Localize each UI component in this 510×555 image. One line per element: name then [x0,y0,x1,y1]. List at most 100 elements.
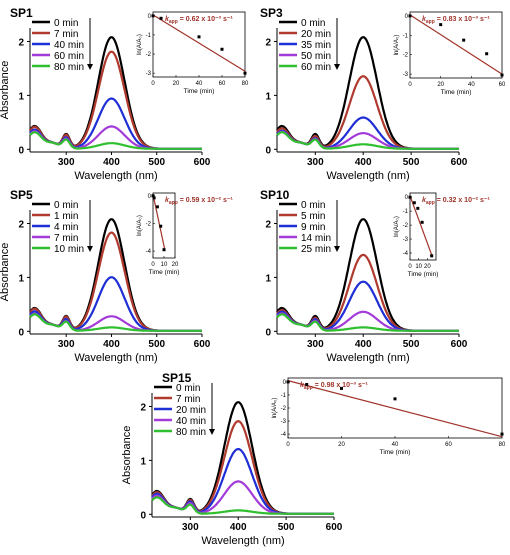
inset-data-point [151,14,155,18]
inset-data-point [408,195,412,199]
inset-x-tick-label: 40 [392,442,399,448]
legend-label: 40 min [54,40,84,51]
chart-panel-sp10: 300 400 500 600 0 1 2 Wavelength (nm) SP10 0 min5… [260,188,491,364]
inset-data-point [305,383,309,387]
inset-y-tick-label: 0 [405,195,409,201]
inset-data-point [500,432,504,436]
inset-y-tick-label: -1 [403,209,409,215]
inset-plot: 0 20 40 60 0 -1 -2 -3 Time (min) ln(A/A₀) kapp = 0… [394,11,506,96]
x-tick-label: 500 [148,339,165,350]
inset-plot: 0 20 40 60 80 0 -1 -2 -3 -4 Time (min) ln(A/A₀) kapp… [272,377,506,456]
x-tick-label: 500 [403,157,420,168]
inset-fit-line [152,14,246,72]
inset-y-axis-label: ln(A/A₀) [137,215,143,236]
x-axis-label: Wavelength (nm) [326,352,409,364]
kapp-symbol: k [422,16,427,23]
inset-x-tick-label: 60 [445,442,452,448]
inset-y-tick-label: -2 [403,223,409,229]
kapp-subscript: app [304,385,313,391]
spectrum-line-4 [276,313,459,332]
inset-x-tick-label: 20 [173,81,180,87]
inset-data-point [408,14,412,18]
inset-fit-line [287,380,503,438]
inset-y-tick-label: -2 [146,52,152,58]
inset-y-tick-label: 0 [405,14,409,20]
inset-data-point [155,205,159,209]
inset-x-tick-label: 0 [151,81,155,87]
spectrum-line-4 [29,131,202,150]
inset-data-point [340,386,343,390]
x-tick-label: 600 [451,157,468,168]
inset-data-point [162,248,166,252]
inset-y-tick-label: -1 [146,33,152,39]
panel-title: SP1 [10,6,33,20]
inset-x-tick-label: 0 [408,264,412,270]
inset-data-point [197,35,201,39]
inset-frame [152,11,246,78]
legend-label: 0 min [54,18,78,29]
inset-y-tick-label: -3 [281,419,287,425]
y-axis-label: Absorbance [0,243,11,302]
inset-x-tick-label: 10 [415,264,422,270]
x-tick-label: 600 [451,339,468,350]
y-tick-label: 0 [140,510,146,521]
y-tick-label: 2 [140,402,146,413]
kapp-label: kapp = 0.32 x 10⁻² s⁻¹ [422,197,491,206]
spectrum-line-3 [29,125,202,150]
legend-label: 1 min [54,211,78,222]
inset-y-tick-label: 0 [283,380,287,386]
inset-data-point [462,38,466,42]
y-tick-label: 0 [265,145,271,156]
legend-label: 40 min [176,416,206,427]
legend-label: 14 min [301,233,331,244]
x-tick-label: 400 [230,522,247,533]
inset-y-axis-label: ln(A/A₀) [137,34,143,55]
kapp-value: = 0.32 x 10⁻² s⁻¹ [435,197,491,204]
inset-x-tick-label: 60 [219,81,226,87]
legend-label: 7 min [176,394,200,405]
panel-title: SP3 [260,6,283,20]
inset-y-axis-label: ln(A/A₀) [394,216,400,237]
inset-y-tick-label: -1 [281,393,287,399]
x-tick-label: 300 [307,157,324,168]
y-tick-label: 2 [265,37,271,48]
x-tick-label: 300 [58,157,75,168]
kapp-label: kapp = 0.62 x 10⁻³ s⁻¹ [165,16,234,25]
legend-label: 80 min [54,62,84,73]
inset-y-tick-label: -3 [146,71,152,77]
inset-fit-line [152,194,166,252]
spectrum-line-2 [151,447,334,515]
spectrum-line-4 [29,313,202,332]
inset-x-tick-label: 0 [408,82,412,88]
kapp-label: kapp = 0.59 x 10⁻² s⁻¹ [165,197,234,206]
y-axis-label: Absorbance [0,61,11,120]
inset-data-point [151,194,155,198]
inset-y-tick-label: -3 [403,72,409,78]
legend-label: 35 min [301,40,331,51]
inset-data-point [220,47,224,51]
inset-plot: 0 20 40 60 80 0 -1 -2 -3 Time (min) ln(A/A₀) kapp =… [137,11,249,95]
inset-y-tick-label: 0 [148,194,152,200]
x-axis-label: Wavelength (nm) [201,535,284,547]
y-tick-label: 0 [18,145,24,156]
x-tick-label: 600 [326,522,343,533]
inset-data-point [393,397,397,401]
legend-label: 0 min [176,383,200,394]
spectrum-line-1 [276,75,459,150]
kapp-label: kapp = 0.98 x 10⁻³ s⁻¹ [300,382,369,391]
inset-data-point [420,220,424,224]
y-tick-label: 1 [18,273,24,284]
inset-y-tick-label: -1 [403,33,409,39]
kapp-value: = 0.83 x 10⁻³ s⁻¹ [435,16,491,23]
kapp-symbol: k [165,197,170,204]
inset-data-point [159,224,163,228]
inset-y-tick-label: -3 [403,237,409,243]
legend-label: 5 min [301,211,325,222]
kapp-symbol: k [300,382,305,389]
legend-arrow-head [334,64,340,70]
legend-label: 25 min [301,244,331,255]
inset-data-point [152,196,156,200]
spectrum-line-4 [151,496,334,515]
